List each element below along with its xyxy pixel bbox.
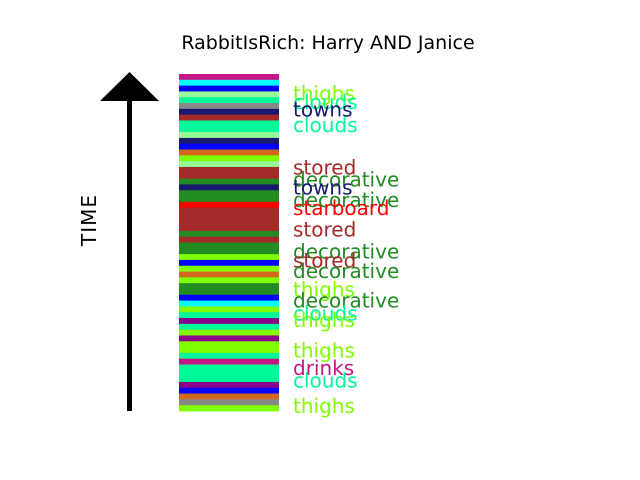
stripe-stored	[179, 207, 279, 214]
stripe-orange	[179, 271, 279, 278]
stripe-stored	[179, 219, 279, 226]
label-drinks: drinks	[293, 356, 354, 380]
timeline-stripes	[179, 74, 279, 412]
stripe-thighs	[179, 155, 279, 162]
stripe-blue	[179, 143, 279, 150]
stripe-cyan	[179, 79, 279, 87]
stripe-stored	[179, 166, 279, 174]
label-decorative: decorative	[293, 168, 399, 192]
label-clouds: clouds	[293, 113, 358, 137]
stripe-thighs	[179, 329, 279, 336]
stripe-clouds	[179, 376, 279, 383]
label-decorative: decorative	[293, 259, 399, 283]
stripe-thighs	[179, 254, 279, 261]
stripe-clouds	[179, 120, 279, 127]
stripe-decorative	[179, 230, 279, 238]
stripe-decorative	[179, 190, 279, 197]
stripe-lightgreen	[179, 132, 279, 139]
stripe-clouds	[179, 126, 279, 133]
label-stored: stored	[293, 248, 356, 272]
stripe-thighs	[179, 265, 279, 272]
stripe-gray	[179, 103, 279, 110]
stripe-decorative	[179, 196, 279, 203]
label-stored: stored	[293, 155, 356, 179]
label-thighs: thighs	[293, 339, 355, 363]
stripe-clouds	[179, 352, 279, 360]
stripe-blue	[179, 259, 279, 267]
stripe-drinks	[179, 358, 279, 365]
label-decorative: decorative	[293, 289, 399, 313]
stripe-thighs	[179, 306, 279, 313]
stripe-stored	[179, 213, 279, 220]
stripe-orange	[179, 393, 279, 400]
time-arrow-head	[100, 72, 159, 101]
label-thighs: thighs	[293, 82, 355, 106]
stripe-gray	[179, 399, 279, 406]
stripe-purple	[179, 335, 279, 342]
stripe-blue	[179, 85, 279, 92]
label-towns: towns	[293, 98, 353, 122]
stripe-towns	[179, 137, 279, 145]
stripe-drinks	[179, 74, 279, 81]
stripe-clouds	[179, 97, 279, 104]
stripe-thighs	[179, 405, 279, 412]
stripe-clouds	[179, 370, 279, 377]
stripe-stored	[179, 172, 279, 179]
stripe-lightgreen	[179, 161, 279, 168]
stripe-purple	[179, 318, 279, 325]
stripe-orange	[179, 149, 279, 156]
stripe-blue	[179, 387, 279, 394]
stripe-towns	[179, 184, 279, 191]
label-thighs: thighs	[293, 278, 355, 302]
label-towns: towns	[293, 176, 353, 200]
label-thighs: thighs	[293, 308, 355, 332]
label-starboard: starboard	[293, 196, 390, 220]
label-clouds: clouds	[293, 302, 358, 326]
stripe-stored	[179, 225, 279, 232]
chart-title: RabbitIsRich: Harry AND Janice	[181, 32, 474, 54]
label-stored: stored	[293, 217, 356, 241]
label-decorative: decorative	[293, 240, 399, 264]
stripe-thighs	[179, 347, 279, 354]
y-axis-label: TIME	[77, 194, 101, 247]
label-thighs: thighs	[293, 394, 355, 418]
stripe-decorative	[179, 283, 279, 290]
stripe-clouds	[179, 323, 279, 331]
stripe-thighs	[179, 277, 279, 284]
stripe-stored	[179, 236, 279, 243]
stripe-clouds	[179, 364, 279, 371]
stripe-blue	[179, 294, 279, 301]
label-decorative: decorative	[293, 188, 399, 212]
stripe-decorative	[179, 248, 279, 255]
stripe-clouds	[179, 312, 279, 319]
stripe-starboard	[179, 201, 279, 209]
stripe-stored	[179, 114, 279, 121]
stripe-purple	[179, 381, 279, 389]
stripe-decorative	[179, 242, 279, 249]
label-clouds: clouds	[293, 368, 358, 392]
label-clouds: clouds	[293, 90, 358, 114]
stripe-towns	[179, 108, 279, 116]
stripe-thighs	[179, 341, 279, 348]
timeline-labels: thighscloudstownscloudsstoreddecorativet…	[293, 82, 399, 418]
stripe-decorative	[179, 178, 279, 185]
stripe-lightgreen	[179, 91, 279, 98]
stripe-decorative	[179, 288, 279, 296]
stripe-cyan	[179, 300, 279, 307]
